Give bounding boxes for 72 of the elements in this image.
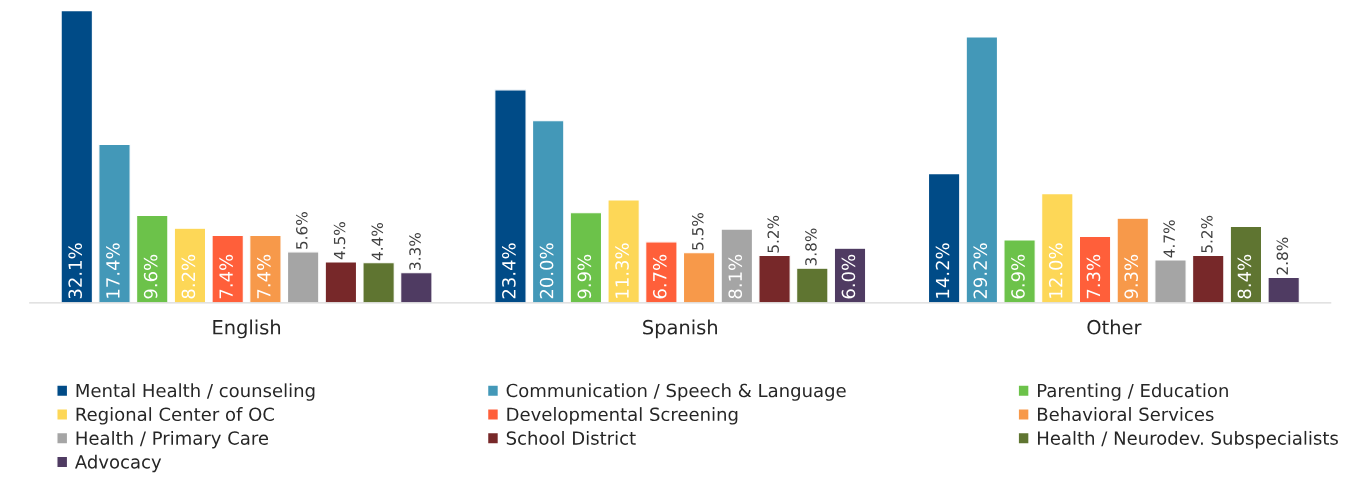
bar [569, 212, 603, 303]
data-label: 9.6% [143, 254, 158, 299]
bar [136, 214, 169, 303]
bar [1041, 193, 1074, 303]
bar [607, 199, 640, 303]
data-label: 8.4% [1237, 254, 1252, 299]
data-label: 5.2% [767, 215, 779, 253]
data-label: 4.5% [333, 222, 346, 260]
data-label: 14.2% [935, 243, 950, 298]
bar [532, 120, 565, 303]
legend-label: Communication / Speech & Language [506, 383, 846, 401]
bar [1229, 225, 1263, 303]
data-label: 9.9% [577, 254, 592, 299]
legend-label: Health / Neurodev. Subspecialists [1038, 430, 1338, 449]
bar [1154, 259, 1187, 303]
data-label: 5.5% [691, 212, 704, 250]
bar [1116, 217, 1149, 303]
bar [324, 261, 358, 303]
legend-label: Advocacy [74, 454, 162, 473]
data-label: 9.3% [1124, 254, 1138, 299]
bar [1003, 239, 1036, 303]
data-label: 4.7% [1163, 220, 1175, 258]
legend-label: Regional Center of OC [76, 407, 274, 425]
x-tick-label: Other [1087, 319, 1142, 335]
legend-label: Mental Health / counseling [76, 383, 315, 401]
data-label: 17.4% [106, 243, 120, 298]
legend-label: School District [506, 430, 636, 445]
legend-label: Parenting / Education [1038, 383, 1228, 401]
data-label: 32.1% [68, 243, 83, 299]
x-tick-label: Spanish [643, 319, 717, 339]
legend-label: Behavioral Services [1038, 407, 1214, 422]
data-label: 8.2% [181, 254, 196, 299]
data-label: 5.2% [1201, 215, 1213, 253]
bar [173, 227, 207, 303]
bar [1192, 254, 1225, 303]
bar [400, 272, 433, 303]
x-tick-label: English [213, 319, 281, 339]
data-label: 23.4% [502, 243, 516, 299]
bar [1267, 276, 1300, 303]
bar [645, 241, 678, 303]
data-label: 29.2% [973, 243, 988, 299]
bar [286, 251, 320, 303]
bar [927, 173, 961, 303]
legend-label: Developmental Screening [507, 407, 738, 425]
bar [720, 228, 753, 303]
data-label: 8.1% [728, 254, 743, 299]
data-label: 3.8% [805, 228, 817, 266]
bar [98, 143, 131, 303]
legend-label: Health / Primary Care [76, 430, 269, 449]
bar [758, 254, 791, 303]
data-label: 6.9% [1011, 254, 1025, 299]
data-label: 11.3% [615, 243, 629, 298]
data-label: 12.0% [1048, 243, 1063, 298]
bar [965, 36, 999, 303]
data-label: 7.3% [1086, 254, 1101, 299]
bar [362, 262, 395, 303]
data-label: 7.4% [257, 254, 271, 299]
data-label: 3.3% [409, 233, 421, 270]
data-label: 7.4% [219, 254, 233, 299]
data-label: 6.0% [841, 254, 856, 299]
data-label: 2.8% [1276, 237, 1289, 275]
bar [249, 234, 282, 303]
bar [1078, 235, 1112, 303]
bar [494, 89, 527, 303]
data-label: 6.7% [652, 254, 667, 299]
bar [60, 10, 93, 303]
data-label: 5.6% [296, 212, 308, 249]
bar [796, 267, 829, 303]
data-label: 20.0% [539, 243, 554, 299]
bar [682, 252, 716, 303]
bar [211, 234, 244, 303]
data-label: 4.4% [371, 223, 384, 261]
